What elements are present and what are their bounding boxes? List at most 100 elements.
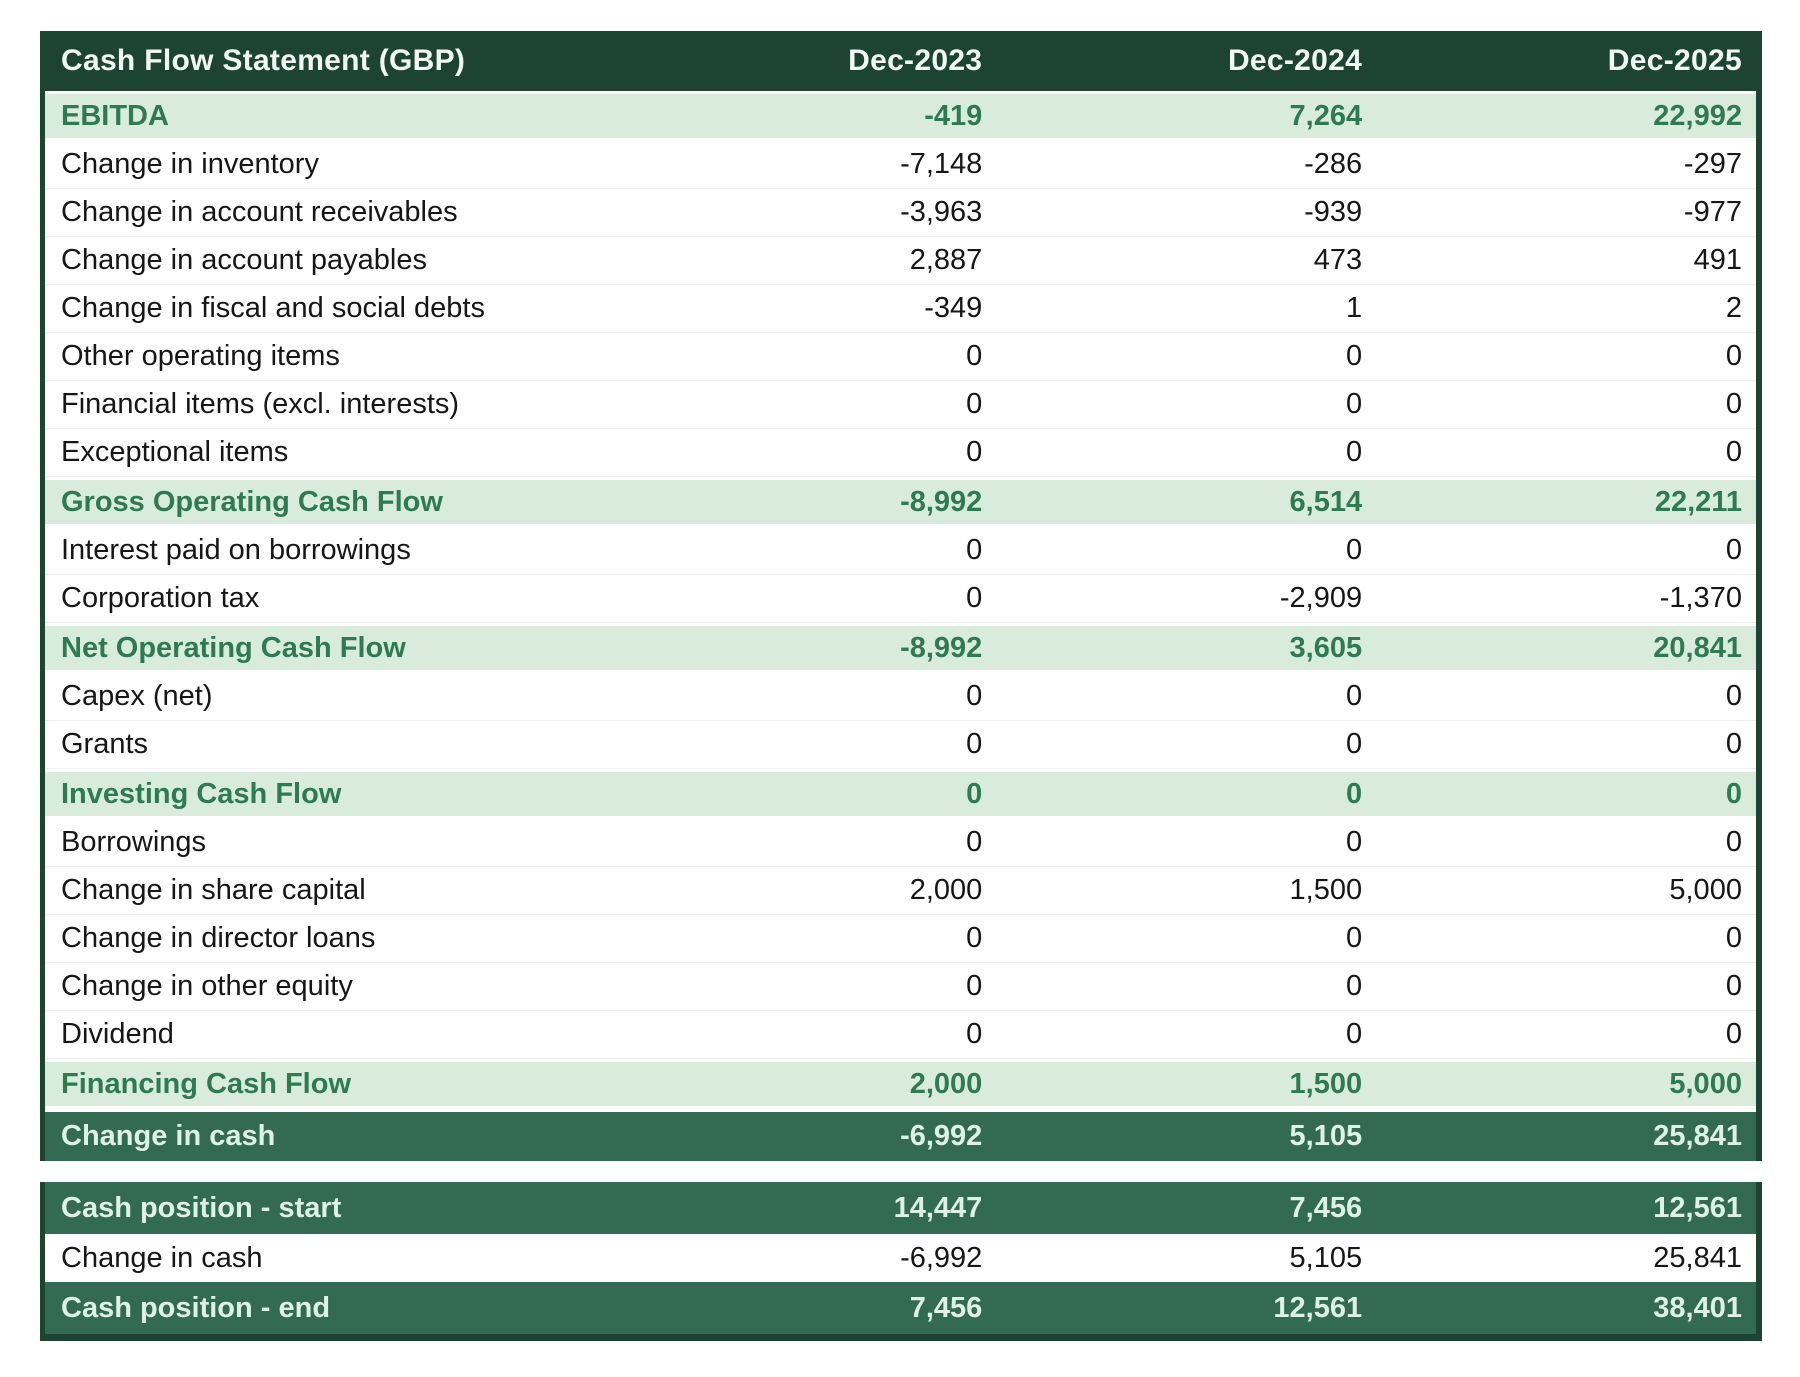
cell-value: -297 — [1683, 148, 1742, 180]
cell-value: 0 — [1345, 728, 1363, 760]
cash-flow-table: Cash Flow Statement (GBP) Dec-2023 Dec-2… — [40, 31, 1762, 1161]
cell-value: -1,370 — [1659, 582, 1742, 614]
cell-value: 0 — [1345, 340, 1363, 372]
row-label: EBITDA — [61, 99, 169, 132]
cell-value: 25,841 — [1653, 1120, 1742, 1152]
cell-value: 0 — [966, 728, 983, 760]
cell-value: 0 — [1345, 534, 1363, 566]
cell-value: 3,605 — [1289, 631, 1363, 664]
table-row: EBITDA -419 7,264 22,992 — [45, 91, 1756, 141]
cell-value: 38,401 — [1653, 1291, 1742, 1324]
cell-value: -7,148 — [900, 148, 983, 180]
row-label: Change in account payables — [61, 244, 427, 276]
table-row: Change in share capital 2,000 1,500 5,000 — [45, 867, 1756, 915]
cell-value: 0 — [1725, 680, 1742, 712]
cell-value: 2,887 — [909, 244, 983, 276]
cell-value: 0 — [966, 340, 983, 372]
cell-value: 0 — [1725, 340, 1742, 372]
cell-value: 0 — [966, 922, 983, 954]
cell-value: 5,000 — [1669, 1067, 1742, 1100]
cell-value: 7,456 — [1289, 1191, 1363, 1224]
cash-flow-statement: Cash Flow Statement (GBP) Dec-2023 Dec-2… — [40, 31, 1762, 1341]
cell-value: 0 — [966, 534, 983, 566]
table-row: Change in cash -6,992 5,105 25,841 — [45, 1234, 1756, 1282]
cell-value: -6,992 — [900, 1120, 983, 1152]
row-label: Change in share capital — [61, 874, 366, 906]
cell-value: 0 — [966, 582, 983, 614]
cell-value: 1 — [1345, 292, 1363, 324]
table-title: Cash Flow Statement (GBP) — [61, 44, 466, 77]
cell-value: 0 — [1345, 388, 1363, 420]
row-label: Change in cash — [61, 1120, 276, 1152]
row-label: Change in account receivables — [61, 196, 458, 228]
cell-value: 25,841 — [1653, 1241, 1742, 1274]
cell-value: 0 — [1345, 826, 1363, 858]
row-label: Corporation tax — [61, 582, 260, 614]
cell-value: 0 — [1345, 436, 1363, 468]
row-label: Change in inventory — [61, 148, 319, 180]
row-label: Change in cash — [61, 1241, 263, 1274]
table-row: Cash position - end 7,456 12,561 38,401 — [45, 1282, 1756, 1334]
column-header-dec-2024: Dec-2024 — [1227, 44, 1363, 77]
table-row: Net Operating Cash Flow -8,992 3,605 20,841 — [45, 623, 1756, 673]
cell-value: 5,105 — [1289, 1241, 1363, 1274]
table-row: Investing Cash Flow 0 0 0 — [45, 769, 1756, 819]
table-row: Change in account receivables -3,963 -939 -… — [45, 189, 1756, 237]
row-label: Other operating items — [61, 340, 340, 372]
row-label: Investing Cash Flow — [61, 777, 342, 810]
cell-value: 2 — [1725, 292, 1742, 324]
cell-value: 0 — [966, 777, 983, 810]
cell-value: 0 — [1725, 534, 1742, 566]
cell-value: 2,000 — [909, 1067, 983, 1100]
row-label: Change in director loans — [61, 922, 376, 954]
table-row: Change in inventory -7,148 -286 -297 — [45, 141, 1756, 189]
row-label: Exceptional items — [61, 436, 289, 468]
row-label: Borrowings — [61, 826, 207, 858]
cell-value: 0 — [1345, 970, 1363, 1002]
cell-value: 14,447 — [893, 1191, 983, 1224]
row-label: Change in fiscal and social debts — [61, 292, 485, 324]
row-label: Change in other equity — [61, 970, 353, 1002]
cash-position-body: Cash position - start 14,447 7,456 12,561 Ch… — [45, 1182, 1756, 1334]
cell-value: -8,992 — [900, 631, 983, 664]
cell-value: -977 — [1683, 196, 1742, 228]
cell-value: 1,500 — [1289, 1067, 1363, 1100]
cell-value: 0 — [1345, 922, 1363, 954]
cell-value: 20,841 — [1653, 631, 1742, 664]
cell-value: -939 — [1304, 196, 1363, 228]
cell-value: 0 — [966, 680, 983, 712]
cell-value: 0 — [966, 826, 983, 858]
cell-value: -6,992 — [900, 1241, 983, 1274]
cell-value: 0 — [1725, 388, 1742, 420]
cell-value: 7,264 — [1289, 99, 1363, 132]
cell-value: 1,500 — [1289, 874, 1363, 906]
cell-value: 0 — [1345, 1018, 1363, 1050]
row-label: Financial items (excl. interests) — [61, 388, 460, 420]
table-row: Capex (net) 0 0 0 — [45, 673, 1756, 721]
cell-value: 12,561 — [1273, 1291, 1363, 1324]
table-row: Dividend 0 0 0 — [45, 1011, 1756, 1059]
table-body: EBITDA -419 7,264 22,992 Change in inventory… — [45, 91, 1756, 1161]
cell-value: 0 — [1725, 777, 1742, 810]
cell-value: -2,909 — [1279, 582, 1363, 614]
cell-value: 5,000 — [1669, 874, 1742, 906]
table-row: Change in fiscal and social debts -349 1 2 — [45, 285, 1756, 333]
row-label: Financing Cash Flow — [61, 1067, 352, 1100]
cell-value: 0 — [966, 970, 983, 1002]
row-label: Cash position - start — [61, 1191, 342, 1224]
table-header-row: Cash Flow Statement (GBP) Dec-2023 Dec-2… — [45, 31, 1756, 91]
table-row: Other operating items 0 0 0 — [45, 333, 1756, 381]
cell-value: 6,514 — [1289, 485, 1363, 518]
cell-value: -419 — [924, 99, 983, 132]
column-header-dec-2023: Dec-2023 — [848, 44, 983, 77]
cell-value: 0 — [1725, 826, 1742, 858]
row-label: Interest paid on borrowings — [61, 534, 411, 566]
table-row: Exceptional items 0 0 0 — [45, 429, 1756, 477]
cell-value: 473 — [1313, 244, 1363, 276]
row-label: Dividend — [61, 1018, 174, 1050]
row-label: Net Operating Cash Flow — [61, 631, 406, 664]
cell-value: 0 — [966, 436, 983, 468]
table-row: Gross Operating Cash Flow -8,992 6,514 22,2… — [45, 477, 1756, 527]
table-row: Change in account payables 2,887 473 491 — [45, 237, 1756, 285]
cell-value: -3,963 — [900, 196, 983, 228]
